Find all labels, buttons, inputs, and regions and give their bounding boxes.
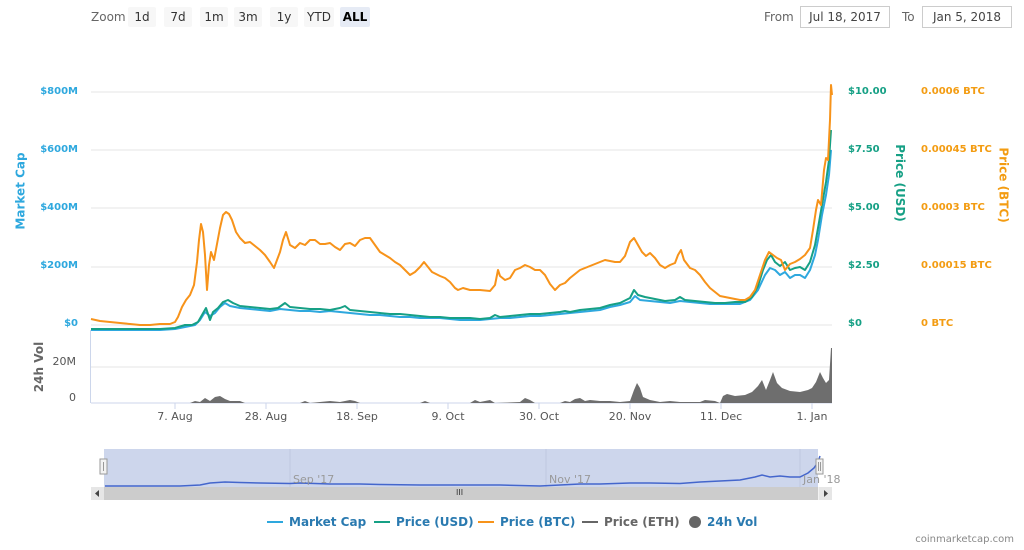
price-usd-tick: $7.50 bbox=[848, 144, 880, 155]
to-label: To bbox=[902, 10, 915, 24]
price-btc-tick: 0 BTC bbox=[921, 318, 954, 329]
arrow-left-icon bbox=[95, 490, 99, 497]
price-btc-tick: 0.0003 BTC bbox=[921, 202, 985, 213]
arrow-right-icon bbox=[824, 490, 828, 497]
zoom-1m-button[interactable]: 1m bbox=[200, 7, 228, 27]
volume-tick: 0 bbox=[69, 391, 76, 404]
legend-label: 24h Vol bbox=[707, 515, 758, 529]
line-icon bbox=[267, 521, 283, 523]
market-cap-tick: $0 bbox=[64, 318, 78, 329]
scrollbar-grip[interactable]: III bbox=[456, 488, 464, 497]
to-date-input[interactable]: Jan 5, 2018 bbox=[922, 6, 1012, 28]
price-btc-tick: 0.0006 BTC bbox=[921, 86, 985, 97]
legend-label: Market Cap bbox=[289, 515, 367, 529]
navigator-right-handle[interactable] bbox=[815, 458, 824, 475]
zoom-1y-button[interactable]: 1y bbox=[270, 7, 298, 27]
legend-market-cap[interactable]: Market Cap bbox=[267, 515, 366, 529]
x-tick-label: 18. Sep bbox=[336, 410, 378, 423]
market-cap-tick: $600M bbox=[40, 144, 78, 155]
navigator-left-handle[interactable] bbox=[99, 458, 108, 475]
market-cap-tick: $800M bbox=[40, 86, 78, 97]
zoom-ytd-button[interactable]: YTD bbox=[304, 7, 334, 27]
legend-price-eth[interactable]: Price (ETH) bbox=[582, 515, 680, 529]
price-usd-tick: $2.50 bbox=[848, 260, 880, 271]
price-usd-line bbox=[91, 129, 832, 330]
price-usd-tick: $10.00 bbox=[848, 86, 887, 97]
credit-link[interactable]: coinmarketcap.com bbox=[915, 534, 1014, 545]
line-icon bbox=[582, 521, 598, 523]
x-tick-label: 20. Nov bbox=[608, 410, 652, 423]
navigator-selection[interactable] bbox=[104, 449, 818, 487]
x-tick-label: 9. Oct bbox=[431, 410, 465, 423]
zoom-7d-button[interactable]: 7d bbox=[164, 7, 192, 27]
x-tick-label: 1. Jan bbox=[796, 410, 828, 423]
market-cap-line bbox=[91, 149, 832, 331]
from-label: From bbox=[764, 10, 794, 24]
zoom-label: Zoom bbox=[91, 10, 126, 24]
navigator-series bbox=[105, 455, 821, 487]
from-date-input[interactable]: Jul 18, 2017 bbox=[800, 6, 890, 28]
dot-icon bbox=[689, 516, 701, 528]
x-tick-label: 28. Aug bbox=[244, 410, 288, 423]
market-cap-tick: $200M bbox=[40, 260, 78, 271]
price-btc-tick: 0.00045 BTC bbox=[921, 144, 992, 155]
price-usd-tick: $0 bbox=[848, 318, 862, 329]
legend-label: Price (BTC) bbox=[500, 515, 576, 529]
price-btc-tick: 0.00015 BTC bbox=[921, 260, 992, 271]
navigator-label: Nov '17 bbox=[549, 473, 591, 486]
legend-price-btc[interactable]: Price (BTC) bbox=[478, 515, 575, 529]
volume-area bbox=[91, 348, 832, 403]
line-icon bbox=[478, 521, 494, 523]
navigator-label: Sep '17 bbox=[293, 473, 335, 486]
x-tick-label: 7. Aug bbox=[157, 410, 193, 423]
market-cap-tick: $400M bbox=[40, 202, 78, 213]
zoom-1d-button[interactable]: 1d bbox=[128, 7, 156, 27]
x-tick-label: 30. Oct bbox=[518, 410, 560, 423]
x-tick-label: 11. Dec bbox=[699, 410, 743, 423]
zoom-all-button[interactable]: ALL bbox=[340, 7, 370, 27]
zoom-3m-button[interactable]: 3m bbox=[234, 7, 262, 27]
scrollbar-thumb[interactable] bbox=[104, 487, 818, 500]
legend-label: Price (ETH) bbox=[604, 515, 680, 529]
legend-label: Price (USD) bbox=[396, 515, 474, 529]
legend-price-usd[interactable]: Price (USD) bbox=[374, 515, 474, 529]
price-btc-line bbox=[90, 84, 833, 326]
navigator-label: Jan '18 bbox=[803, 473, 841, 486]
volume-tick: 20M bbox=[52, 355, 77, 368]
legend-24h-vol[interactable]: 24h Vol bbox=[689, 515, 757, 529]
price-usd-tick: $5.00 bbox=[848, 202, 880, 213]
line-icon bbox=[374, 521, 390, 523]
